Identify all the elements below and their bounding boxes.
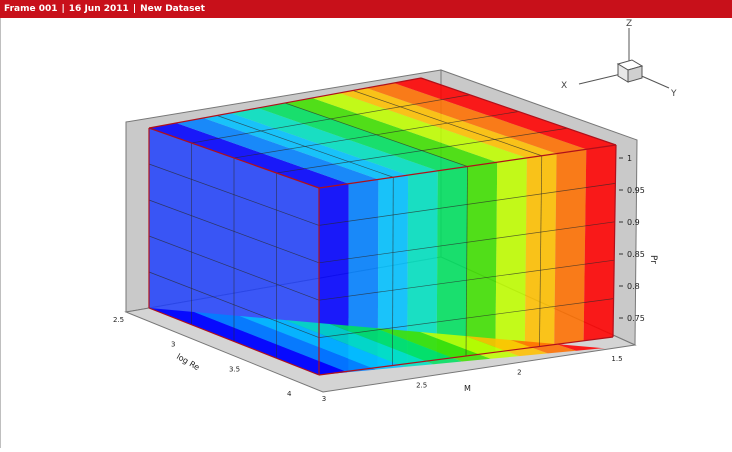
header-separator: | (132, 4, 137, 14)
front-face-band (407, 170, 438, 364)
y-tick-label: 3 (171, 341, 175, 349)
grid-line (148, 271, 320, 338)
z-tick-label: 0.75 (627, 314, 645, 323)
grid-line (318, 298, 614, 338)
grid-line (233, 111, 519, 159)
bottom-face-band (149, 308, 348, 375)
front-face-band (348, 179, 379, 372)
orientation-triad (578, 28, 670, 89)
grid-line (318, 221, 615, 264)
bottom-face-band (194, 312, 377, 373)
front-face-band (495, 157, 527, 353)
x-tick-label: 3 (322, 395, 326, 403)
frame-date: 16 Jun 2011 (68, 4, 129, 14)
cube-edge (612, 144, 617, 338)
grid-line (148, 235, 320, 301)
cube-edge (318, 336, 614, 376)
y-tick-label: 3.5 (229, 365, 240, 373)
bottom-face-band (329, 324, 462, 365)
x-tick-label: 1.5 (611, 355, 622, 363)
grid-line (276, 127, 568, 174)
bottom-face-band (555, 344, 605, 351)
y-axis-label: log Re (175, 352, 201, 372)
grid-line (148, 199, 320, 264)
z-tick-label: 0.85 (627, 250, 645, 259)
z-tick-label: 0.9 (627, 218, 640, 227)
z-tick-label: 0.95 (627, 186, 645, 195)
triad-z-label: Z (626, 19, 632, 29)
grid-line (191, 94, 470, 144)
grid-line (148, 163, 320, 226)
z-tick-label: 1 (627, 154, 632, 163)
bottom-face-band (375, 328, 491, 362)
bottom-face-band (284, 320, 434, 367)
z-tick-label: 0.8 (627, 282, 640, 291)
x-tick-label: 2.5 (416, 382, 427, 390)
y-tick-label: 4 (287, 390, 292, 398)
cube-edge (318, 144, 617, 189)
grid-lines (148, 90, 616, 366)
grid-line (465, 166, 468, 357)
triad-cube-right (627, 65, 643, 83)
cube-edge (148, 127, 320, 189)
grid-line (539, 155, 543, 347)
frame-header: Frame 001 | 16 Jun 2011 | New Dataset (0, 0, 732, 18)
triad-x-label: X (561, 81, 567, 91)
bottom-face-band (465, 336, 548, 357)
front-face-band (554, 149, 587, 345)
dataset-name: New Dataset (140, 4, 205, 14)
plot-area: 1 0.95 0.9 0.85 0.8 0.75 Pr 2.5 3 3.5 4 log Re 3 2.5 2… (0, 18, 732, 448)
cube-edge (148, 77, 422, 129)
x-tick-label: 2 (517, 368, 521, 376)
front-face-band (436, 166, 468, 360)
cube-edge (420, 77, 617, 146)
cube-edge (148, 307, 320, 376)
grid-line (318, 259, 615, 301)
bottom-face-band (510, 340, 577, 354)
header-separator: | (61, 4, 65, 14)
x-axis-label: M (464, 384, 471, 393)
y-tick-label: 2.5 (113, 316, 124, 324)
cube-edges (148, 77, 617, 376)
front-face-band (583, 145, 616, 341)
front-face-band (466, 162, 498, 356)
bottom-face-band (239, 316, 405, 370)
grid-line (318, 183, 616, 226)
z-axis-label: Pr (648, 255, 658, 264)
grid-line (392, 177, 394, 366)
frame-label: Frame 001 (4, 4, 58, 14)
triad-x-axis (578, 73, 622, 85)
triad-y-label: Y (670, 89, 677, 99)
